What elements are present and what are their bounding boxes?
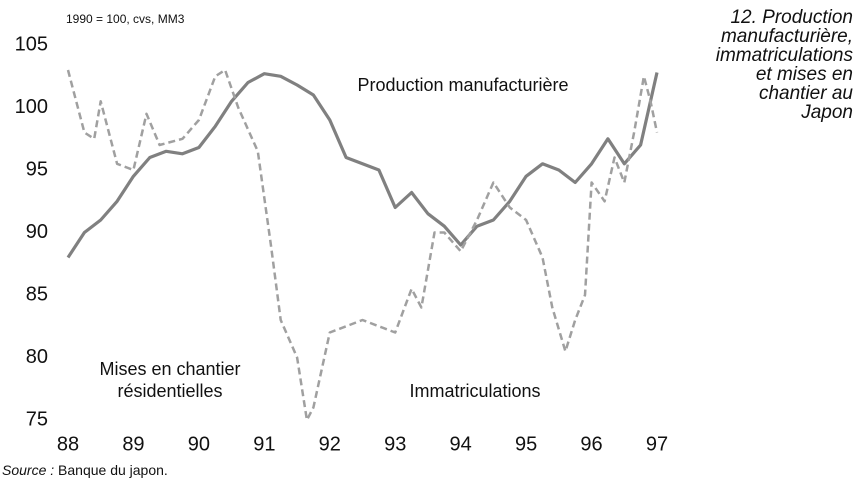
series-line xyxy=(66,72,659,259)
x-tick-label: 91 xyxy=(253,433,275,455)
x-tick-label: 90 xyxy=(188,433,210,455)
x-tick-label: 97 xyxy=(646,433,668,455)
x-tick-label: 95 xyxy=(515,433,537,455)
chart-title: 12. Production manufacturière, immatricu… xyxy=(715,7,853,123)
x-tick-label: 88 xyxy=(57,433,79,455)
source-text: Banque du japon. xyxy=(58,462,168,478)
y-tick-label: 85 xyxy=(26,283,48,305)
y-tick-label: 80 xyxy=(26,346,48,368)
x-tick-label: 94 xyxy=(450,433,472,455)
x-tick-label: 93 xyxy=(384,433,406,455)
y-tick-label: 100 xyxy=(15,96,48,118)
x-tick-label: 92 xyxy=(319,433,341,455)
y-tick-label: 105 xyxy=(15,33,48,55)
subtitle: 1990 = 100, cvs, MM3 xyxy=(66,12,185,26)
y-tick-label: 75 xyxy=(26,408,48,430)
x-tick-label: 89 xyxy=(122,433,144,455)
source-label: Source : xyxy=(2,462,55,478)
y-tick-label: 90 xyxy=(26,221,48,243)
source: Source : Banque du japon. xyxy=(2,462,168,478)
y-tick-label: 95 xyxy=(26,158,48,180)
x-tick-label: 96 xyxy=(580,433,602,455)
series-label: Mises en chantier résidentielles xyxy=(99,359,241,401)
annotation: Immatriculations xyxy=(409,381,540,401)
series-label: Production manufacturière xyxy=(357,75,568,95)
series-line xyxy=(66,68,659,422)
